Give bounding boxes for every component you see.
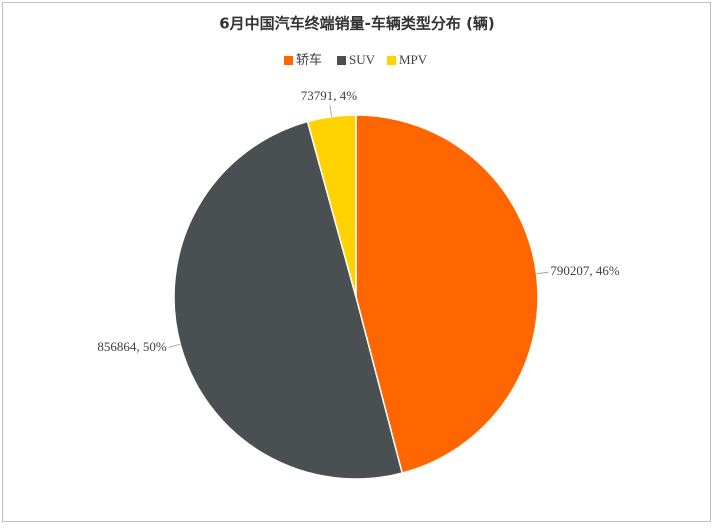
- leader-line: [536, 271, 549, 275]
- legend-swatch: [284, 56, 293, 65]
- pie-slice: [355, 114, 539, 474]
- legend-label: 轿车: [296, 52, 322, 67]
- data-label: 790207, 46%: [550, 263, 620, 278]
- legend-label: SUV: [349, 52, 376, 67]
- leader-line: [329, 104, 333, 117]
- pie-slice: [306, 114, 357, 298]
- data-label: 856864, 50%: [97, 339, 167, 354]
- data-label: 73791, 4%: [301, 88, 358, 103]
- legend-label: MPV: [399, 52, 428, 67]
- pie-slice: [173, 120, 404, 480]
- chart-title: 6月中国汽车终端销量-车辆类型分布 (辆): [219, 15, 495, 33]
- leader-line: [168, 343, 181, 348]
- legend-swatch: [387, 56, 396, 65]
- legend-swatch: [337, 56, 346, 65]
